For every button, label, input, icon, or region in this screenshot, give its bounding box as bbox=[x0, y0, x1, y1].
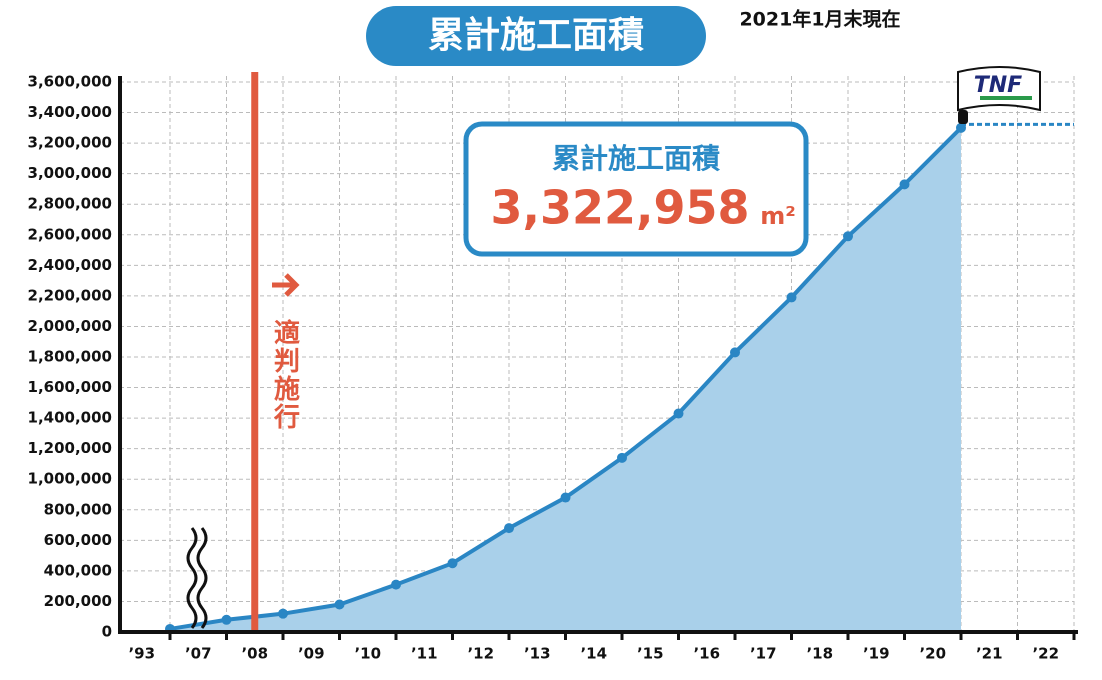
chart-title: 累計施工面積 bbox=[428, 15, 644, 56]
y-tick-label: 3,000,000 bbox=[28, 164, 112, 182]
flag-stripe bbox=[980, 96, 1032, 100]
y-tick-label: 1,600,000 bbox=[28, 378, 112, 396]
y-tick-label: 2,400,000 bbox=[28, 256, 112, 274]
x-tick-label: ’20 bbox=[919, 645, 946, 663]
point bbox=[786, 292, 797, 303]
point bbox=[504, 523, 514, 534]
x-tick-label: ’17 bbox=[750, 645, 777, 663]
x-tick-label: ’09 bbox=[298, 645, 325, 663]
total-value: 3,322,958 bbox=[491, 181, 750, 235]
y-tick-label: 1,400,000 bbox=[28, 409, 112, 427]
point bbox=[221, 614, 232, 625]
event-arrow bbox=[272, 273, 300, 297]
event-label: 適判施行 bbox=[270, 318, 301, 431]
title-pill bbox=[366, 6, 706, 66]
y-tick-label: 3,600,000 bbox=[28, 73, 112, 91]
y-tick-label: 400,000 bbox=[44, 561, 112, 579]
x-tick-label: ’18 bbox=[806, 645, 833, 663]
point bbox=[560, 492, 571, 503]
point bbox=[843, 231, 853, 242]
y-tick-label: 1,200,000 bbox=[28, 439, 112, 457]
point bbox=[899, 179, 910, 190]
y-tick-label: 2,800,000 bbox=[28, 195, 112, 213]
x-tick-label: ’08 bbox=[241, 645, 268, 663]
point bbox=[278, 608, 288, 619]
y-tick-label: 600,000 bbox=[44, 531, 112, 549]
x-tick-label: ’21 bbox=[976, 645, 1003, 663]
plot: 0 200,000 400,000 600,000 800,000 1,000,000 1,… bbox=[28, 72, 1078, 663]
point bbox=[391, 579, 401, 590]
y-tick-label: 3,200,000 bbox=[28, 134, 112, 152]
y-tick-label: 1,800,000 bbox=[28, 348, 112, 366]
x-tick-label: ’22 bbox=[1032, 645, 1059, 663]
y-tick-label: 2,000,000 bbox=[28, 317, 112, 335]
total-unit: m² bbox=[760, 202, 796, 230]
x-tick-label: ’16 bbox=[693, 645, 720, 663]
point bbox=[673, 408, 684, 419]
flag-text: TNF bbox=[974, 73, 1022, 98]
axis-break bbox=[186, 527, 208, 629]
x-tick-label: ’93 bbox=[128, 645, 155, 663]
box-title: 累計施工面積 bbox=[552, 142, 720, 175]
point bbox=[730, 347, 740, 358]
y-tick-label: 2,200,000 bbox=[28, 286, 112, 304]
total-box bbox=[463, 121, 809, 257]
x-tick-label: ’10 bbox=[354, 645, 381, 663]
y-tick-label: 800,000 bbox=[44, 500, 112, 518]
point bbox=[447, 558, 458, 569]
y-tick-label: 3,400,000 bbox=[28, 103, 112, 121]
x-tick-label: ’14 bbox=[580, 645, 607, 663]
x-tick-label: ’19 bbox=[863, 645, 890, 663]
y-tick-label: 200,000 bbox=[44, 592, 112, 610]
x-tick-label: ’15 bbox=[637, 645, 664, 663]
subtitle: 2021年1月末現在 bbox=[739, 8, 900, 31]
point bbox=[334, 599, 345, 610]
flag-pole bbox=[958, 110, 968, 124]
y-tick-label: 1,000,000 bbox=[28, 470, 112, 488]
x-tick-label: ’13 bbox=[524, 645, 551, 663]
y-tick-label: 2,600,000 bbox=[28, 225, 112, 243]
y-tick-label: 0 bbox=[102, 623, 112, 641]
x-tick-label: ’07 bbox=[185, 645, 212, 663]
point bbox=[617, 452, 627, 463]
x-tick-label: ’11 bbox=[411, 645, 438, 663]
x-tick-label: ’12 bbox=[467, 645, 494, 663]
area-fill bbox=[170, 127, 961, 632]
